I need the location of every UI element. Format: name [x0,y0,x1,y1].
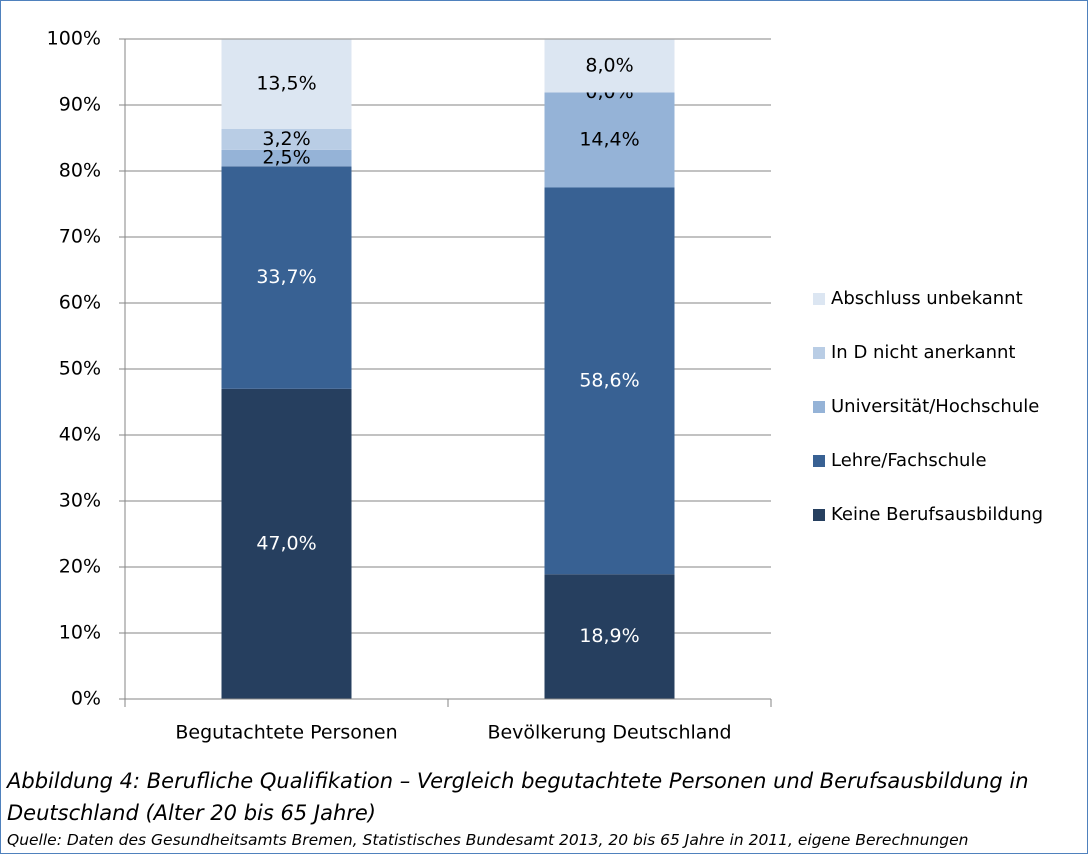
bar-segment [544,187,675,575]
bar-segment [544,92,675,188]
caption: Abbildung 4: Berufliche Qualifikation – … [7,769,1029,825]
source: Quelle: Daten des Gesundheitsamts Bremen… [7,831,969,849]
bar-segment [221,166,352,389]
x-tick-label: Bevölkerung Deutschland [487,722,731,744]
data-label: 8,0% [585,55,633,77]
data-label: 18,9% [579,625,639,647]
legend-swatch [813,347,825,359]
legend-swatch [813,401,825,413]
data-label: 2,5% [262,147,310,169]
data-label: 3,2% [262,128,310,150]
data-label: 33,7% [256,266,316,288]
bar-segment [221,388,352,699]
data-label: 47,0% [256,532,316,554]
legend-swatch [813,509,825,521]
y-tick-label: 80% [59,160,101,182]
legend-label: Abschluss unbekannt [831,288,1023,309]
y-tick-label: 70% [59,226,101,248]
bar-segment [544,574,675,699]
bar-segment [544,39,675,93]
y-tick-label: 90% [59,94,101,116]
x-tick-label: Begutachtete Personen [175,722,397,744]
bar-segment [221,128,352,150]
legend-label: Universität/Hochschule [831,396,1039,417]
legend-label: Lehre/Fachschule [831,450,987,471]
data-label: 58,6% [579,369,639,391]
y-tick-label: 30% [59,490,101,512]
data-label: 14,4% [579,128,639,150]
y-tick-label: 40% [59,424,101,446]
y-tick-label: 10% [59,622,101,644]
chart: 0% 10% 20% 30% 40% 50% 60% 70% 80% 90% 100% Begutac… [47,28,1043,744]
legend-label: Keine Berufsausbildung [831,504,1043,525]
bar-segment [221,149,352,167]
legend-swatch [813,455,825,467]
y-tick-label: 20% [59,556,101,578]
legend-swatch [813,293,825,305]
legend-label: In D nicht anerkannt [831,342,1015,363]
bar-segment [221,39,352,129]
y-tick-label: 0% [71,688,101,710]
y-tick-label: 100% [47,28,101,50]
data-label: 13,5% [256,73,316,95]
y-tick-label: 50% [59,358,101,380]
y-tick-label: 60% [59,292,101,314]
